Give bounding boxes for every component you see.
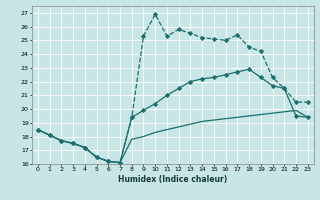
X-axis label: Humidex (Indice chaleur): Humidex (Indice chaleur) [118, 175, 228, 184]
